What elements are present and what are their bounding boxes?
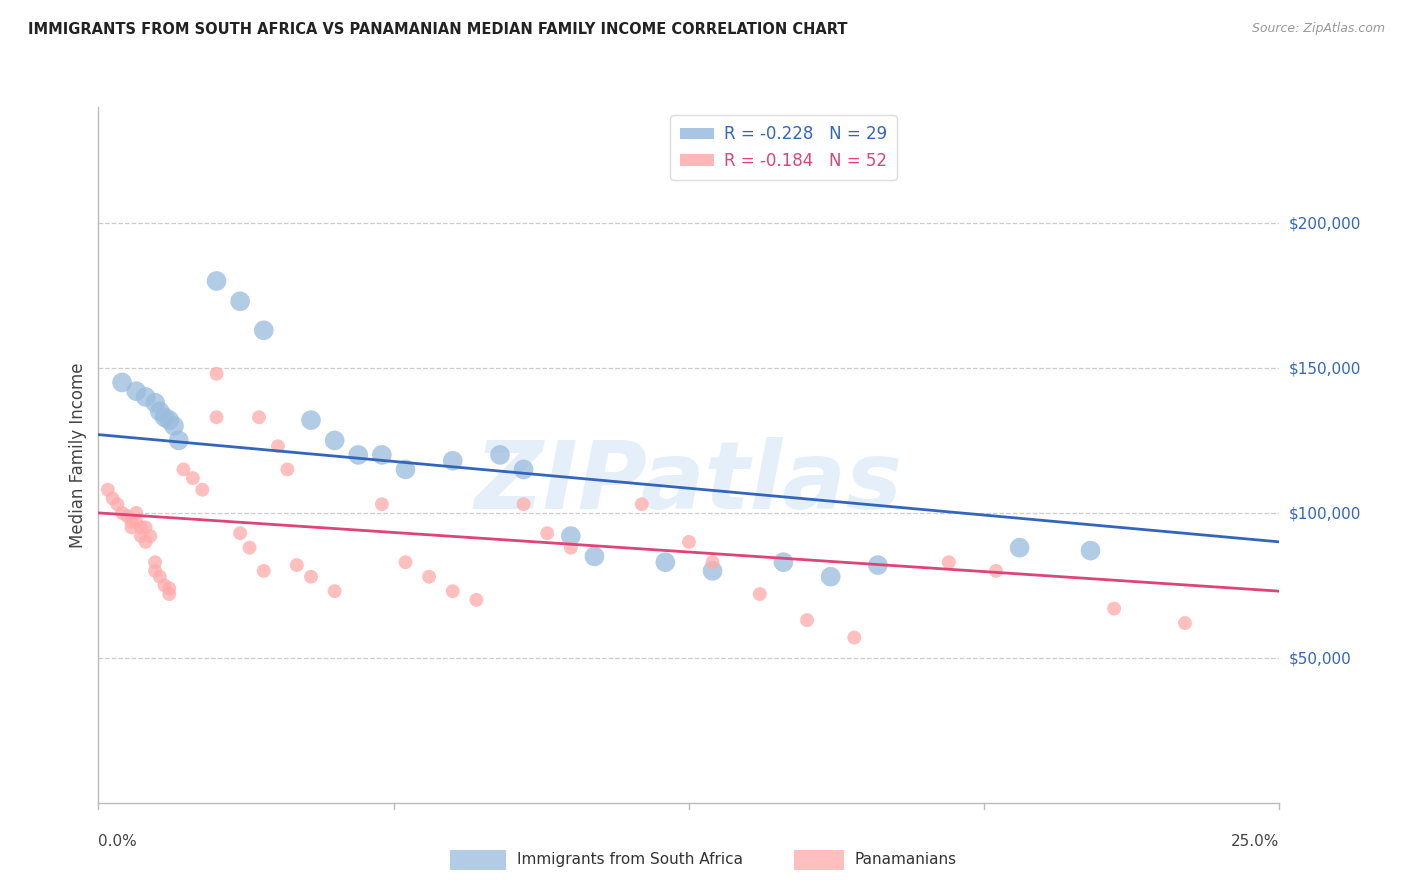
Point — [101, 491, 124, 506]
Point — [844, 631, 866, 645]
Point — [1080, 543, 1102, 558]
Point — [163, 419, 186, 434]
Point — [157, 413, 180, 427]
Point — [149, 570, 172, 584]
Point — [512, 497, 534, 511]
Point — [276, 462, 298, 476]
Point — [129, 529, 152, 543]
Y-axis label: Median Family Income: Median Family Income — [69, 362, 87, 548]
Point — [441, 584, 464, 599]
Point — [167, 434, 190, 448]
Point — [866, 558, 889, 573]
Point — [465, 592, 488, 607]
Point — [560, 541, 582, 555]
Point — [748, 587, 770, 601]
Point — [489, 448, 512, 462]
Point — [157, 587, 180, 601]
Text: Source: ZipAtlas.com: Source: ZipAtlas.com — [1251, 22, 1385, 36]
Point — [115, 508, 138, 523]
Point — [702, 555, 724, 569]
Point — [247, 410, 270, 425]
Point — [394, 555, 416, 569]
Point — [560, 529, 582, 543]
Point — [139, 529, 162, 543]
Point — [267, 439, 290, 453]
Point — [796, 613, 818, 627]
Point — [205, 367, 228, 381]
Point — [157, 582, 180, 596]
Point — [323, 584, 346, 599]
Point — [820, 570, 842, 584]
Point — [239, 541, 262, 555]
Text: Panamanians: Panamanians — [855, 853, 957, 867]
Point — [125, 384, 148, 398]
Point — [299, 570, 322, 584]
Point — [512, 462, 534, 476]
Text: IMMIGRANTS FROM SOUTH AFRICA VS PANAMANIAN MEDIAN FAMILY INCOME CORRELATION CHAR: IMMIGRANTS FROM SOUTH AFRICA VS PANAMANI… — [28, 22, 848, 37]
Point — [135, 534, 157, 549]
Point — [347, 448, 370, 462]
Point — [143, 564, 166, 578]
Point — [1102, 601, 1125, 615]
Point — [153, 578, 176, 592]
Point — [253, 323, 276, 337]
Point — [149, 404, 172, 418]
Point — [1008, 541, 1031, 555]
Point — [125, 506, 148, 520]
Point — [111, 376, 134, 390]
Point — [205, 410, 228, 425]
Point — [181, 471, 204, 485]
Point — [285, 558, 308, 573]
Point — [105, 497, 128, 511]
Point — [135, 390, 157, 404]
Point — [536, 526, 558, 541]
Point — [135, 520, 157, 534]
Point — [772, 555, 794, 569]
Point — [702, 564, 724, 578]
Point — [121, 520, 143, 534]
Point — [229, 294, 252, 309]
Point — [172, 462, 194, 476]
Point — [125, 515, 148, 529]
Point — [205, 274, 228, 288]
Text: 25.0%: 25.0% — [1232, 834, 1279, 849]
Point — [191, 483, 214, 497]
Point — [441, 453, 464, 467]
Point — [129, 520, 152, 534]
Text: ZIPatlas: ZIPatlas — [475, 437, 903, 529]
Point — [630, 497, 652, 511]
Point — [143, 555, 166, 569]
Text: Immigrants from South Africa: Immigrants from South Africa — [517, 853, 744, 867]
Point — [253, 564, 276, 578]
Point — [418, 570, 440, 584]
Point — [143, 396, 166, 410]
Point — [654, 555, 676, 569]
Point — [583, 549, 606, 564]
Point — [394, 462, 416, 476]
Legend: R = -0.228   N = 29, R = -0.184   N = 52: R = -0.228 N = 29, R = -0.184 N = 52 — [671, 115, 897, 179]
Point — [97, 483, 120, 497]
Point — [299, 413, 322, 427]
Point — [121, 515, 143, 529]
Point — [1174, 615, 1197, 630]
Point — [984, 564, 1007, 578]
Text: 0.0%: 0.0% — [98, 834, 138, 849]
Point — [323, 434, 346, 448]
Point — [371, 448, 394, 462]
Point — [371, 497, 394, 511]
Point — [229, 526, 252, 541]
Point — [153, 410, 176, 425]
Point — [678, 534, 700, 549]
Point — [111, 506, 134, 520]
Point — [938, 555, 960, 569]
